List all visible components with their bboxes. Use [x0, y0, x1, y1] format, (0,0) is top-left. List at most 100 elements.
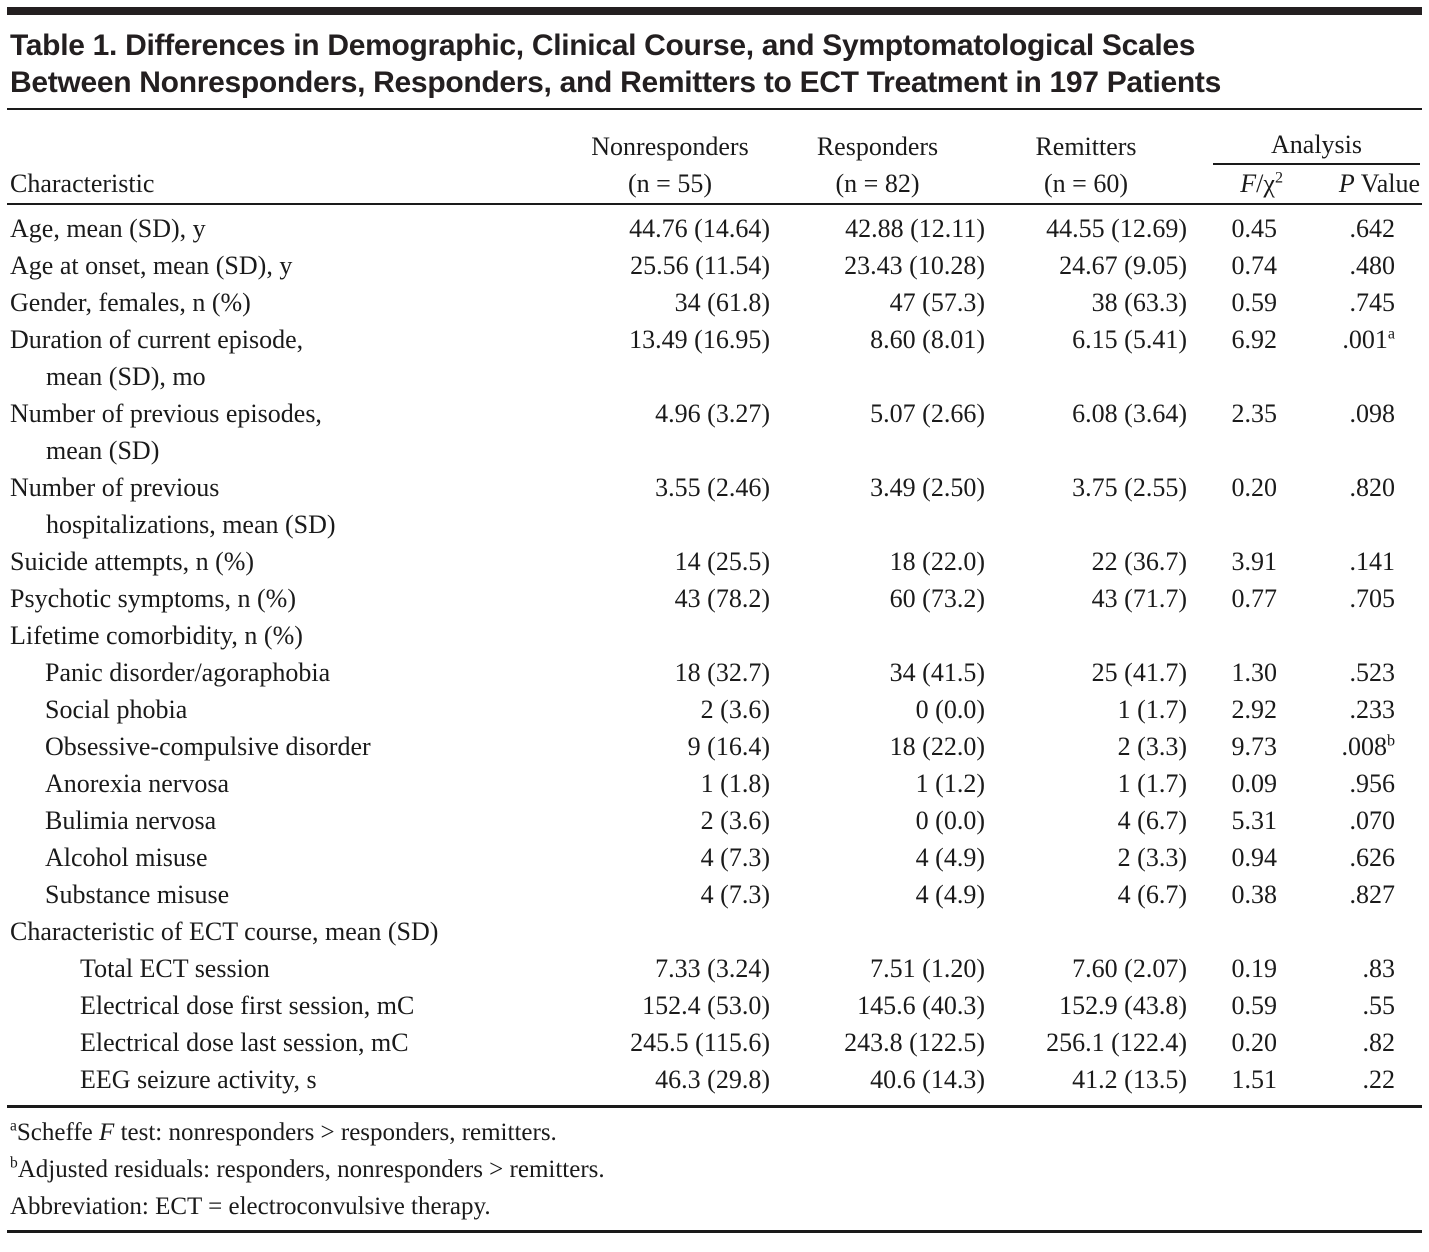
section-label: Characteristic of ECT course, mean (SD) — [10, 917, 439, 946]
page-title: Table 1. Differences in Demographic, Cli… — [10, 27, 1419, 101]
row-label: Electrical dose first session, mC — [80, 991, 415, 1020]
footnote-marker-a: a — [1387, 325, 1395, 343]
cell-p-value: .22 — [1362, 1065, 1396, 1094]
cell-p-value: .705 — [1349, 584, 1396, 613]
cell-p-value: .070 — [1349, 806, 1396, 835]
table-title-line1: Table 1. Differences in Demographic, Cli… — [10, 29, 1196, 62]
cell-remitters: 4 (6.7) — [1117, 806, 1187, 835]
cell-remitters: 1 (1.7) — [1117, 769, 1187, 798]
row-label: Total ECT session — [80, 954, 270, 983]
footnote-b: bAdjusted residuals: responders, nonresp… — [10, 1154, 605, 1183]
cell-f-chi2: 5.31 — [1231, 806, 1278, 835]
column-header-f-chi2: F/χ2 — [1240, 169, 1283, 198]
cell-remitters: 38 (63.3) — [1091, 288, 1187, 317]
cell-p-value: .642 — [1349, 214, 1396, 243]
table-row: Age, mean (SD), y 44.76 (14.64) 42.88 (1… — [0, 210, 1429, 247]
table-section-row: Lifetime comorbidity, n (%) — [0, 617, 1429, 654]
cell-f-chi2: 1.30 — [1231, 658, 1278, 687]
section-label: Lifetime comorbidity, n (%) — [10, 621, 303, 650]
cell-p-value: .480 — [1349, 251, 1396, 280]
footnote-a-marker: a — [10, 1117, 17, 1135]
table-section-row: Characteristic of ECT course, mean (SD) — [0, 913, 1429, 950]
cell-responders: 40.6 (14.3) — [870, 1065, 985, 1094]
row-label: EEG seizure activity, s — [80, 1065, 317, 1094]
cell-remitters: 2 (3.3) — [1117, 732, 1187, 761]
cell-nonresponders: 3.55 (2.46) — [655, 473, 770, 502]
cell-nonresponders: 2 (3.6) — [700, 695, 770, 724]
table-row: Gender, females, n (%) 34 (61.8) 47 (57.… — [0, 284, 1429, 321]
cell-responders: 8.60 (8.01) — [870, 325, 985, 354]
cell-responders: 145.6 (40.3) — [857, 991, 985, 1020]
footnote-abbreviation: Abbreviation: ECT = electroconvulsive th… — [10, 1193, 491, 1220]
cell-nonresponders: 152.4 (53.0) — [642, 991, 770, 1020]
cell-f-chi2: 0.74 — [1231, 251, 1278, 280]
cell-nonresponders: 25.56 (11.54) — [630, 251, 770, 280]
table-title-line2: Between Nonresponders, Responders, and R… — [10, 66, 1222, 99]
column-header-analysis: Analysis F/χ2 P Value — [1187, 126, 1420, 202]
cell-remitters: 4 (6.7) — [1117, 880, 1187, 909]
row-label: Panic disorder/agoraphobia — [45, 658, 331, 687]
row-label: Substance misuse — [45, 880, 230, 909]
row-label: Duration of current episode, mean (SD), … — [10, 325, 304, 391]
cell-f-chi2: 0.45 — [1231, 214, 1278, 243]
cell-responders: 18 (22.0) — [889, 732, 985, 761]
cell-responders: 3.49 (2.50) — [870, 473, 985, 502]
table-row: Substance misuse 4 (7.3) 4 (4.9) 4 (6.7)… — [0, 876, 1429, 913]
cell-p-value: .098 — [1349, 399, 1396, 428]
cell-nonresponders: 4.96 (3.27) — [655, 399, 770, 428]
cell-f-chi2: 0.59 — [1231, 991, 1278, 1020]
table-row: Psychotic symptoms, n (%) 43 (78.2) 60 (… — [0, 580, 1429, 617]
cell-nonresponders: 18 (32.7) — [674, 658, 770, 687]
cell-responders: 5.07 (2.66) — [870, 399, 985, 428]
cell-responders: 4 (4.9) — [915, 880, 985, 909]
header-divider — [7, 203, 1422, 205]
cell-remitters: 256.1 (122.4) — [1046, 1028, 1187, 1057]
cell-responders: 47 (57.3) — [889, 288, 985, 317]
page-bottom-divider — [7, 1230, 1422, 1233]
top-border-bar — [7, 7, 1422, 15]
title-divider — [7, 108, 1422, 110]
row-label: Gender, females, n (%) — [10, 288, 251, 317]
row-label: Anorexia nervosa — [45, 769, 230, 798]
cell-nonresponders: 13.49 (16.95) — [629, 325, 770, 354]
row-label: Social phobia — [45, 695, 188, 724]
row-label: Age at onset, mean (SD), y — [10, 251, 293, 280]
cell-f-chi2: 3.91 — [1231, 547, 1278, 576]
table-row: Number of previous episodes, mean (SD) 4… — [0, 395, 1429, 469]
cell-responders: 34 (41.5) — [889, 658, 985, 687]
cell-f-chi2: 0.94 — [1231, 843, 1278, 872]
cell-p-value: .141 — [1349, 547, 1396, 576]
cell-nonresponders: 4 (7.3) — [700, 843, 770, 872]
row-label: Psychotic symptoms, n (%) — [10, 584, 296, 613]
cell-responders: 0 (0.0) — [915, 806, 985, 835]
table-header: Characteristic Nonresponders (n = 55) Re… — [0, 110, 1429, 203]
row-label: Bulimia nervosa — [45, 806, 217, 835]
table-row: EEG seizure activity, s 46.3 (29.8) 40.6… — [0, 1061, 1429, 1098]
row-label: Suicide attempts, n (%) — [10, 547, 255, 576]
row-label: Alcohol misuse — [45, 843, 208, 872]
cell-nonresponders: 9 (16.4) — [687, 732, 770, 761]
table-row: Electrical dose last session, mC 245.5 (… — [0, 1024, 1429, 1061]
cell-p-value: .827 — [1349, 880, 1396, 909]
cell-remitters: 25 (41.7) — [1091, 658, 1187, 687]
cell-nonresponders: 14 (25.5) — [674, 547, 770, 576]
table-row: Bulimia nervosa 2 (3.6) 0 (0.0) 4 (6.7) … — [0, 802, 1429, 839]
column-header-p-value: P Value — [1338, 169, 1420, 198]
analysis-spanner-label: Analysis — [1213, 126, 1420, 165]
cell-p-value: .820 — [1349, 473, 1396, 502]
cell-f-chi2: 2.92 — [1231, 695, 1278, 724]
cell-p-value: .523 — [1349, 658, 1396, 687]
cell-nonresponders: 7.33 (3.24) — [655, 954, 770, 983]
cell-remitters: 6.15 (5.41) — [1072, 325, 1187, 354]
cell-remitters: 1 (1.7) — [1117, 695, 1187, 724]
row-label: Obsessive-compulsive disorder — [45, 732, 371, 761]
table-row: Age at onset, mean (SD), y 25.56 (11.54)… — [0, 247, 1429, 284]
column-header-remitters: Remitters (n = 60) — [1035, 132, 1137, 198]
cell-p-value: .626 — [1349, 843, 1396, 872]
table-row: Anorexia nervosa 1 (1.8) 1 (1.2) 1 (1.7)… — [0, 765, 1429, 802]
cell-nonresponders: 2 (3.6) — [700, 806, 770, 835]
column-header-nonresponders: Nonresponders (n = 55) — [591, 132, 749, 198]
cell-f-chi2: 6.92 — [1231, 325, 1278, 354]
cell-f-chi2: 0.20 — [1231, 473, 1278, 502]
cell-nonresponders: 44.76 (14.64) — [629, 214, 770, 243]
